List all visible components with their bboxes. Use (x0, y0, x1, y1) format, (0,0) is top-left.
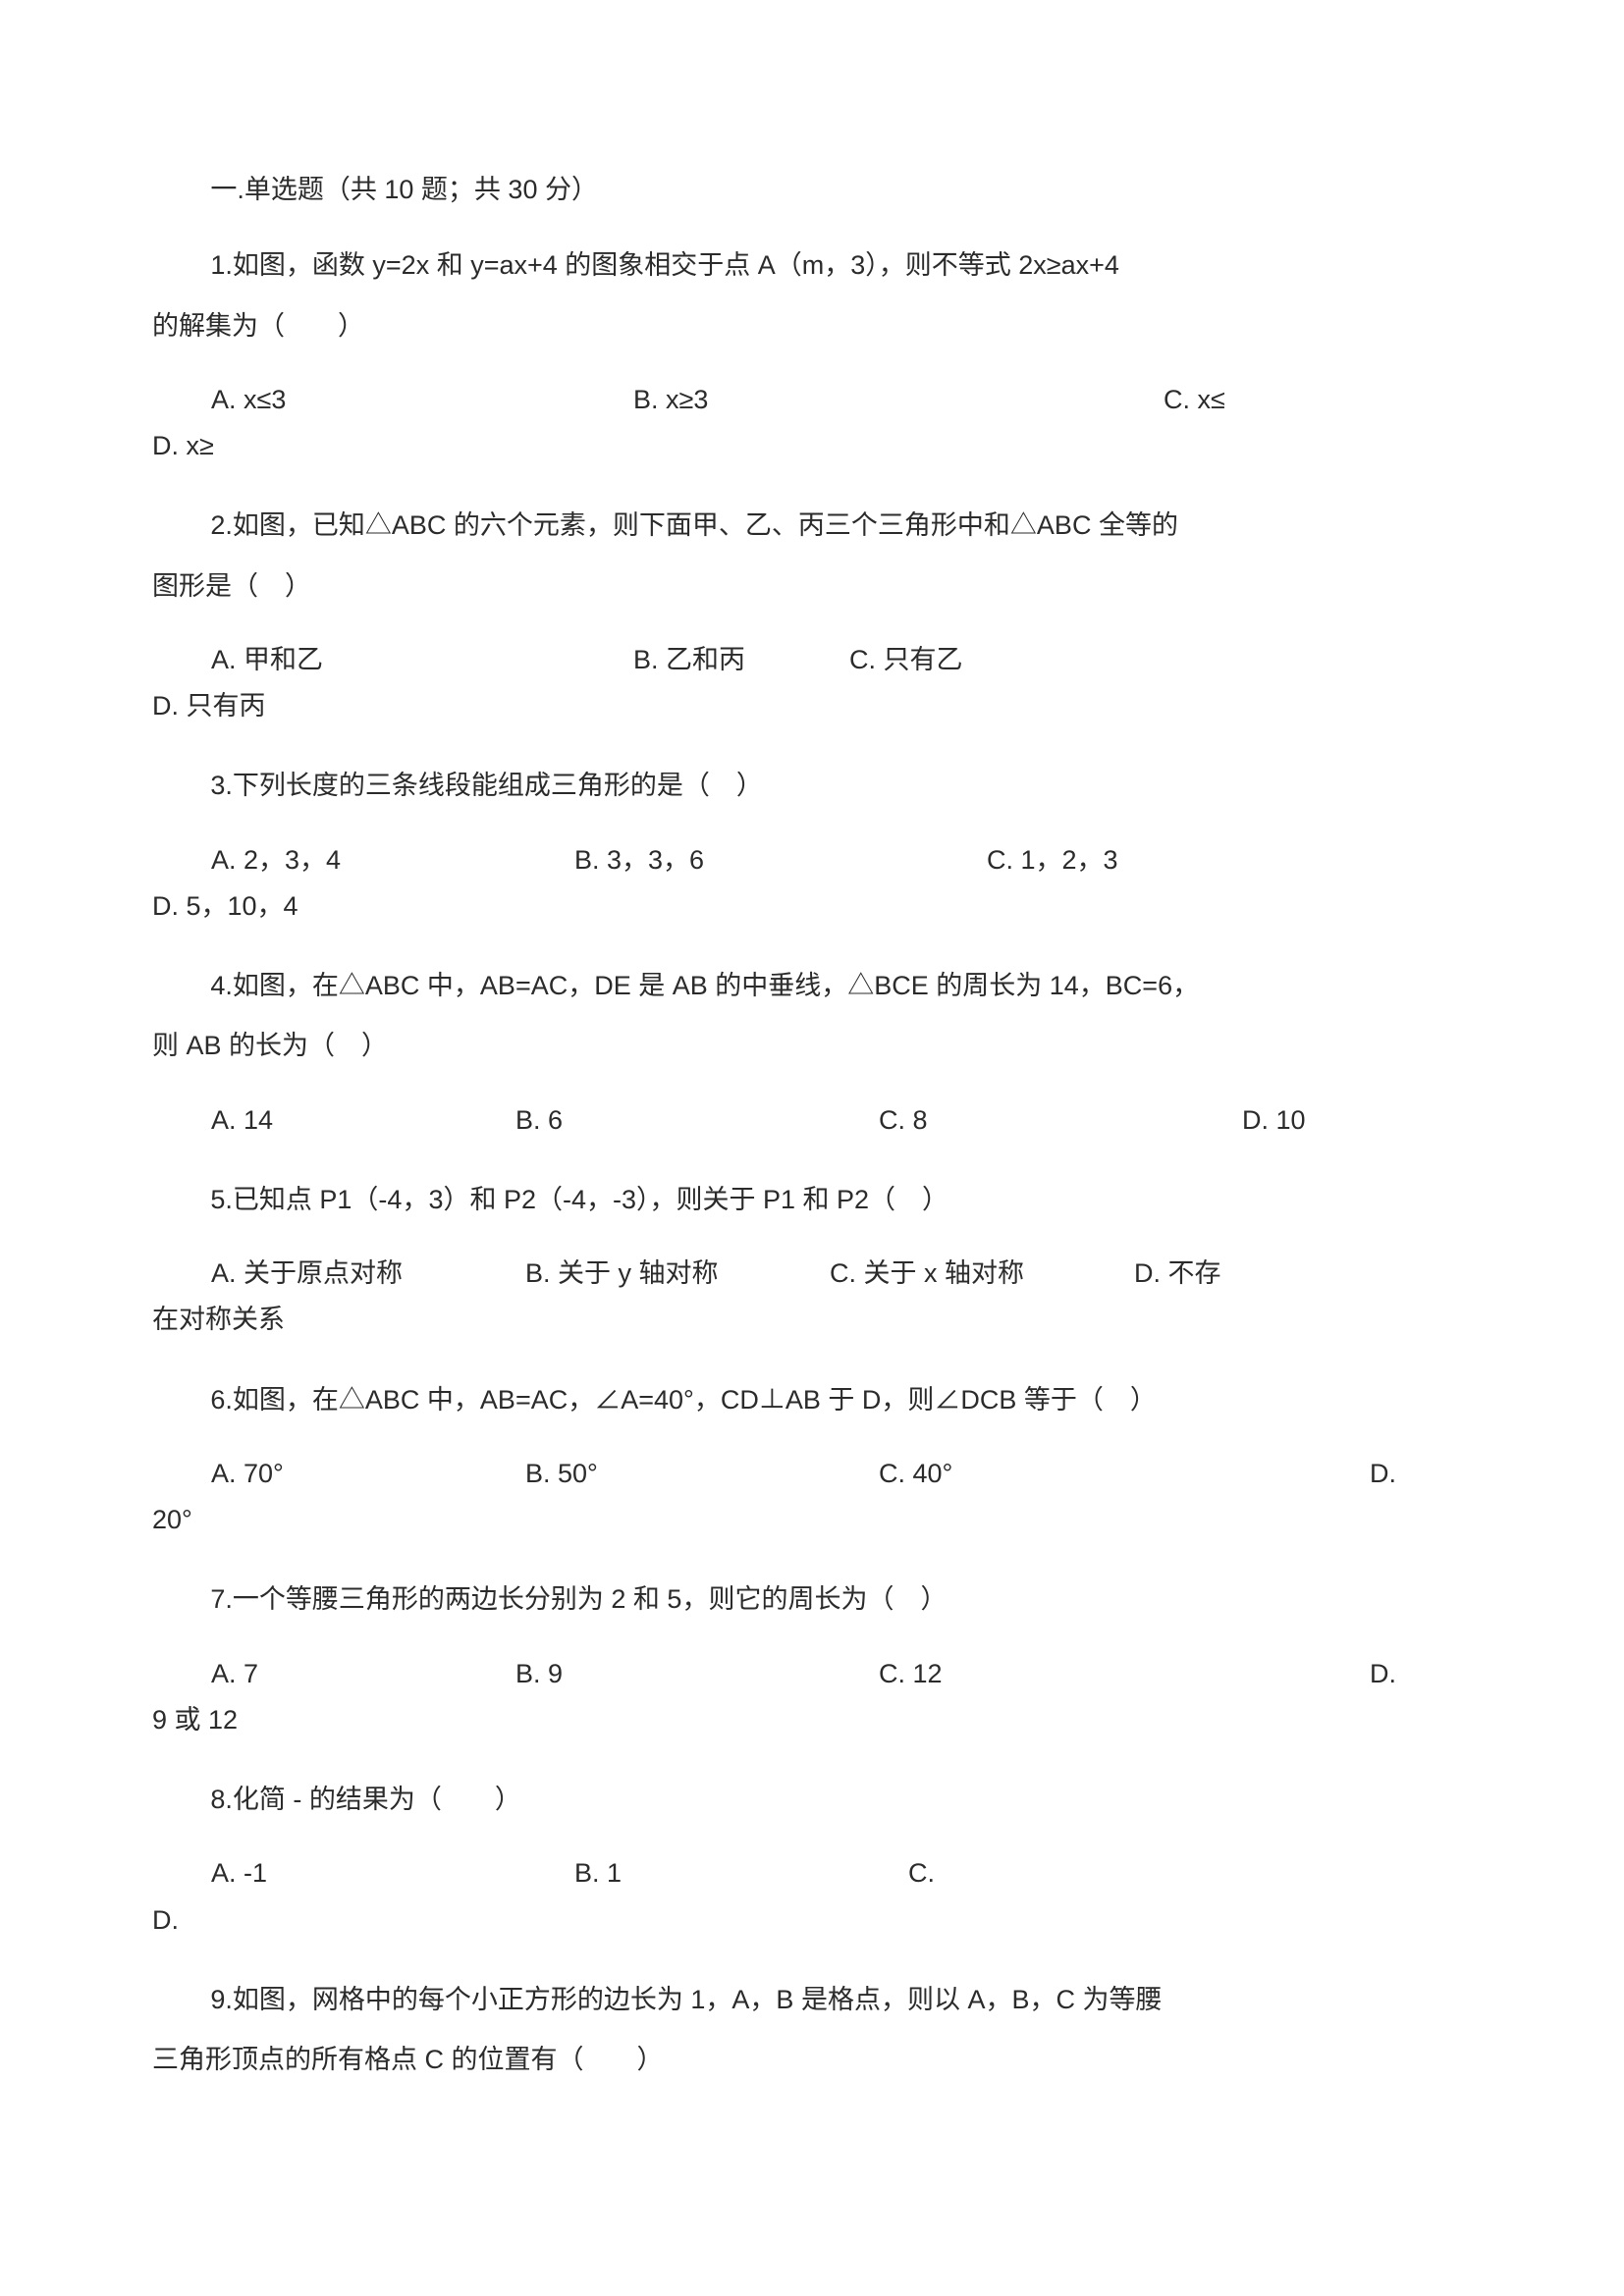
q4-optA: A. 14 (211, 1097, 515, 1144)
q6-optD-line2: 20° (152, 1497, 1472, 1543)
question-4: 4.如图，在△ABC 中，AB=AC，DE 是 AB 的中垂线，△BCE 的周长… (152, 963, 1472, 1144)
q8-options-row: A. -1 B. 1 C. (152, 1850, 1472, 1896)
q7-optB: B. 9 (515, 1651, 879, 1697)
q7-options-row: A. 7 B. 9 C. 12 D. (152, 1651, 1472, 1697)
q2-optD: D. 只有丙 (152, 683, 1472, 729)
q3-optD: D. 5，10，4 (152, 883, 1472, 930)
question-5: 5.已知点 P1（-4，3）和 P2（-4，-3），则关于 P1 和 P2（ ）… (152, 1177, 1472, 1344)
q7-optA: A. 7 (211, 1651, 515, 1697)
q2-optC: C. 只有乙 (849, 637, 963, 683)
indent-spacer (152, 1451, 211, 1497)
q8-optA: A. -1 (211, 1850, 574, 1896)
q5-stem: 5.已知点 P1（-4，3）和 P2（-4，-3），则关于 P1 和 P2（ ） (152, 1177, 1472, 1223)
q4-optC: C. 8 (879, 1097, 1242, 1144)
indent-spacer (152, 1651, 211, 1697)
q9-stem-line2: 三角形顶点的所有格点 C 的位置有（ ） (152, 2037, 1472, 2083)
q4-stem-line2: 则 AB 的长为（ ） (152, 1023, 1472, 1069)
q1-optC: C. x≤ (1164, 377, 1225, 423)
q6-optB: B. 50° (525, 1451, 879, 1497)
q7-optD-line2: 9 或 12 (152, 1697, 1472, 1743)
q7-optC: C. 12 (879, 1651, 1370, 1697)
q5-optB: B. 关于 y 轴对称 (525, 1251, 830, 1297)
q8-optD: D. (152, 1897, 1472, 1944)
question-9: 9.如图，网格中的每个小正方形的边长为 1，A，B 是格点，则以 A，B，C 为… (152, 1977, 1472, 2084)
q7-stem: 7.一个等腰三角形的两边长分别为 2 和 5，则它的周长为（ ） (152, 1576, 1472, 1623)
indent-spacer (152, 1850, 211, 1896)
q5-options-row: A. 关于原点对称 B. 关于 y 轴对称 C. 关于 x 轴对称 D. 不存 (152, 1251, 1472, 1297)
q6-optA: A. 70° (211, 1451, 525, 1497)
q6-optC: C. 40° (879, 1451, 1370, 1497)
question-3: 3.下列长度的三条线段能组成三角形的是（ ） A. 2，3，4 B. 3，3，6… (152, 763, 1472, 930)
q4-optB: B. 6 (515, 1097, 879, 1144)
q3-optB: B. 3，3，6 (574, 837, 987, 883)
q6-options-row: A. 70° B. 50° C. 40° D. (152, 1451, 1472, 1497)
q1-stem-line1: 1.如图，函数 y=2x 和 y=ax+4 的图象相交于点 A（m，3），则不等… (152, 242, 1472, 289)
q1-options-row1: A. x≤3 B. x≥3 C. x≤ (152, 377, 1472, 423)
q3-stem: 3.下列长度的三条线段能组成三角形的是（ ） (152, 763, 1472, 809)
q9-stem-line1: 9.如图，网格中的每个小正方形的边长为 1，A，B 是格点，则以 A，B，C 为… (152, 1977, 1472, 2023)
q4-optD: D. 10 (1242, 1097, 1306, 1144)
q4-stem-line1: 4.如图，在△ABC 中，AB=AC，DE 是 AB 的中垂线，△BCE 的周长… (152, 963, 1472, 1009)
q2-stem-line1: 2.如图，已知△ABC 的六个元素，则下面甲、乙、丙三个三角形中和△ABC 全等… (152, 503, 1472, 549)
q6-optD: D. (1370, 1451, 1396, 1497)
q3-optC: C. 1，2，3 (987, 837, 1118, 883)
indent-spacer (152, 637, 211, 683)
q1-optB: B. x≥3 (633, 377, 1164, 423)
q2-optA: A. 甲和乙 (211, 637, 633, 683)
q3-optA: A. 2，3，4 (211, 837, 574, 883)
indent-spacer (152, 1097, 211, 1144)
question-2: 2.如图，已知△ABC 的六个元素，则下面甲、乙、丙三个三角形中和△ABC 全等… (152, 503, 1472, 729)
q1-optA: A. x≤3 (211, 377, 633, 423)
q1-stem-line2: 的解集为（ ） (152, 303, 1472, 349)
question-6: 6.如图，在△ABC 中，AB=AC，∠A=40°，CD⊥AB 于 D，则∠DC… (152, 1377, 1472, 1544)
q5-optC: C. 关于 x 轴对称 (830, 1251, 1134, 1297)
q5-optA: A. 关于原点对称 (211, 1251, 525, 1297)
q2-optB: B. 乙和丙 (633, 637, 849, 683)
q4-options-row: A. 14 B. 6 C. 8 D. 10 (152, 1097, 1472, 1144)
question-7: 7.一个等腰三角形的两边长分别为 2 和 5，则它的周长为（ ） A. 7 B.… (152, 1576, 1472, 1743)
question-8: 8.化简 - 的结果为（ ） A. -1 B. 1 C. D. (152, 1777, 1472, 1944)
indent-spacer (152, 377, 211, 423)
indent-spacer (152, 837, 211, 883)
q8-optC: C. (908, 1850, 935, 1896)
q8-optB: B. 1 (574, 1850, 908, 1896)
section-title: 一.单选题（共 10 题；共 30 分） (152, 167, 1472, 213)
question-1: 1.如图，函数 y=2x 和 y=ax+4 的图象相交于点 A（m，3），则不等… (152, 242, 1472, 469)
page-root: 一.单选题（共 10 题；共 30 分） 1.如图，函数 y=2x 和 y=ax… (0, 0, 1624, 2296)
q2-stem-line2: 图形是（ ） (152, 563, 1472, 610)
q8-stem: 8.化简 - 的结果为（ ） (152, 1777, 1472, 1823)
q2-options-row1: A. 甲和乙 B. 乙和丙 C. 只有乙 (152, 637, 1472, 683)
indent-spacer (152, 1251, 211, 1297)
q7-optD: D. (1370, 1651, 1396, 1697)
q5-optD-part1: D. 不存 (1134, 1251, 1221, 1297)
q6-stem: 6.如图，在△ABC 中，AB=AC，∠A=40°，CD⊥AB 于 D，则∠DC… (152, 1377, 1472, 1423)
q1-optD: D. x≥ (152, 423, 1472, 469)
q5-optD-part2: 在对称关系 (152, 1297, 1472, 1343)
q3-options-row1: A. 2，3，4 B. 3，3，6 C. 1，2，3 (152, 837, 1472, 883)
